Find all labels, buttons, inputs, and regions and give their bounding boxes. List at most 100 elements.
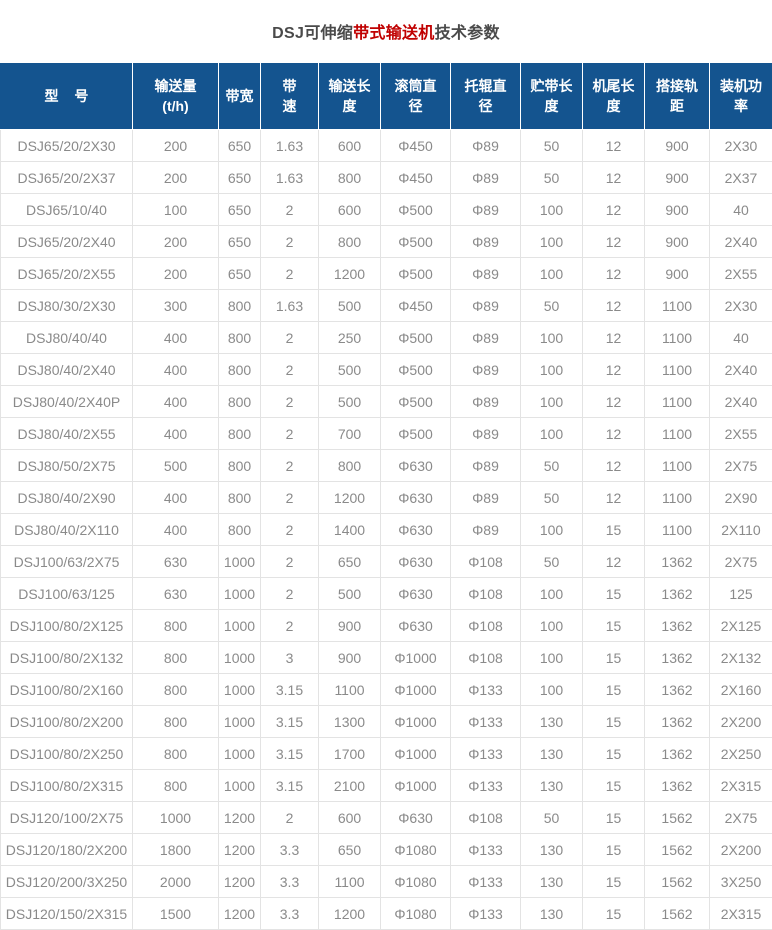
cell-width: 650 [219, 194, 261, 226]
cell-power: 40 [710, 322, 772, 354]
cell-power: 2X55 [710, 418, 772, 450]
cell-roller: Φ108 [451, 578, 521, 610]
cell-speed: 3.15 [261, 674, 319, 706]
cell-store: 100 [521, 514, 583, 546]
column-header-line: 机尾长 [584, 76, 643, 96]
cell-store: 50 [521, 482, 583, 514]
cell-drum: Φ630 [381, 482, 451, 514]
cell-store: 100 [521, 322, 583, 354]
cell-tail: 12 [583, 482, 645, 514]
cell-power: 2X75 [710, 802, 772, 834]
cell-roller: Φ108 [451, 642, 521, 674]
cell-power: 2X110 [710, 514, 772, 546]
column-header-line: 滚筒直 [382, 76, 449, 96]
cell-roller: Φ133 [451, 674, 521, 706]
cell-power: 2X75 [710, 546, 772, 578]
cell-width: 800 [219, 322, 261, 354]
cell-model: DSJ120/150/2X315 [1, 898, 133, 930]
column-header-line: 径 [382, 96, 449, 116]
cell-power: 2X132 [710, 642, 772, 674]
cell-store: 130 [521, 770, 583, 802]
cell-speed: 1.63 [261, 130, 319, 162]
cell-roller: Φ133 [451, 834, 521, 866]
cell-store: 100 [521, 674, 583, 706]
cell-speed: 2 [261, 226, 319, 258]
column-header-store: 贮带长度 [521, 63, 583, 130]
cell-drum: Φ630 [381, 802, 451, 834]
column-header-line: 速 [262, 96, 317, 116]
cell-store: 50 [521, 130, 583, 162]
cell-roller: Φ133 [451, 738, 521, 770]
cell-power: 2X30 [710, 130, 772, 162]
cell-store: 100 [521, 194, 583, 226]
cell-store: 100 [521, 578, 583, 610]
cell-model: DSJ80/40/2X40 [1, 354, 133, 386]
column-header-line: 输送量 [134, 76, 217, 96]
cell-length: 1400 [319, 514, 381, 546]
cell-power: 2X125 [710, 610, 772, 642]
cell-rail: 1100 [645, 418, 710, 450]
cell-rail: 1100 [645, 290, 710, 322]
cell-tail: 15 [583, 834, 645, 866]
cell-drum: Φ1000 [381, 642, 451, 674]
cell-store: 50 [521, 290, 583, 322]
cell-roller: Φ89 [451, 482, 521, 514]
cell-rail: 900 [645, 130, 710, 162]
cell-power: 3X250 [710, 866, 772, 898]
cell-width: 650 [219, 162, 261, 194]
cell-speed: 2 [261, 386, 319, 418]
cell-tail: 12 [583, 546, 645, 578]
cell-length: 800 [319, 450, 381, 482]
cell-width: 650 [219, 226, 261, 258]
cell-model: DSJ120/180/2X200 [1, 834, 133, 866]
cell-cap: 1500 [133, 898, 219, 930]
cell-power: 2X315 [710, 770, 772, 802]
cell-drum: Φ1080 [381, 834, 451, 866]
cell-rail: 1362 [645, 546, 710, 578]
cell-model: DSJ100/80/2X160 [1, 674, 133, 706]
cell-tail: 12 [583, 450, 645, 482]
cell-speed: 3.3 [261, 866, 319, 898]
cell-speed: 2 [261, 802, 319, 834]
cell-roller: Φ89 [451, 322, 521, 354]
cell-length: 800 [319, 226, 381, 258]
cell-rail: 1362 [645, 578, 710, 610]
cell-speed: 3.15 [261, 738, 319, 770]
cell-roller: Φ133 [451, 898, 521, 930]
column-header-model: 型 号 [1, 63, 133, 130]
cell-width: 800 [219, 418, 261, 450]
cell-length: 650 [319, 834, 381, 866]
cell-power: 2X200 [710, 834, 772, 866]
column-header-tail: 机尾长度 [583, 63, 645, 130]
cell-tail: 15 [583, 578, 645, 610]
cell-cap: 2000 [133, 866, 219, 898]
cell-width: 1000 [219, 546, 261, 578]
cell-speed: 3.15 [261, 770, 319, 802]
column-header-line: 贮带长 [522, 76, 581, 96]
column-header-line: 率 [711, 96, 771, 116]
cell-cap: 800 [133, 674, 219, 706]
cell-cap: 500 [133, 450, 219, 482]
cell-store: 100 [521, 354, 583, 386]
cell-speed: 2 [261, 418, 319, 450]
column-header-cap: 输送量(t/h) [133, 63, 219, 130]
cell-speed: 3.3 [261, 834, 319, 866]
column-header-power: 装机功率 [710, 63, 772, 130]
cell-model: DSJ100/80/2X315 [1, 770, 133, 802]
cell-speed: 3.3 [261, 898, 319, 930]
cell-power: 2X55 [710, 258, 772, 290]
spec-sheet-page: DSJ可伸缩带式输送机技术参数 型 号输送量(t/h)带宽带速输送长度滚筒直径托… [0, 0, 772, 907]
cell-model: DSJ80/40/2X90 [1, 482, 133, 514]
cell-length: 250 [319, 322, 381, 354]
cell-drum: Φ500 [381, 258, 451, 290]
column-header-length: 输送长度 [319, 63, 381, 130]
cell-cap: 800 [133, 610, 219, 642]
cell-model: DSJ80/30/2X30 [1, 290, 133, 322]
cell-length: 500 [319, 354, 381, 386]
